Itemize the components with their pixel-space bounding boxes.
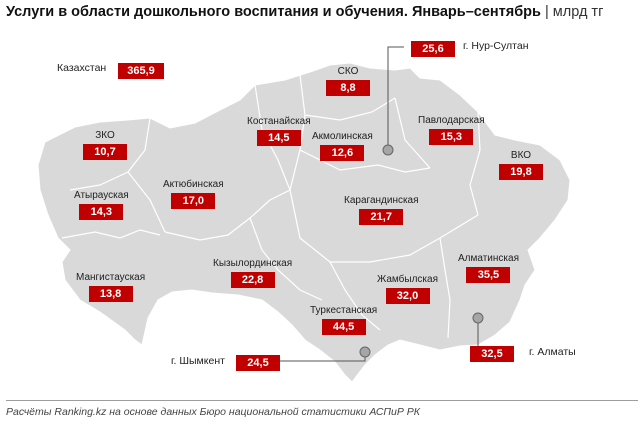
shymkent-marker xyxy=(359,346,371,358)
city-almaty-value-wrap: 32,5 xyxy=(470,344,514,362)
region-zhambyl-value: 32,0 xyxy=(385,288,430,304)
city-almaty-value: 32,5 xyxy=(470,346,514,362)
region-turkestan: Туркестанская 44,5 xyxy=(310,305,377,335)
region-karaganda: Карагандинская 21,7 xyxy=(344,195,419,225)
footer-divider xyxy=(6,400,638,401)
shymkent-leader xyxy=(278,356,366,362)
region-karaganda-value: 21,7 xyxy=(359,209,404,225)
region-pavlodar-name: Павлодарская xyxy=(418,115,485,126)
total-value: 365,9 xyxy=(118,63,164,79)
border-aktobe-kyzylorda xyxy=(164,189,291,241)
source-note: Расчёты Ranking.kz на основе данных Бюро… xyxy=(6,406,420,418)
region-vko-name: ВКО xyxy=(510,150,532,161)
total-label: Казахстан xyxy=(57,62,107,74)
region-kostanay-value: 14,5 xyxy=(256,130,301,146)
region-pavlodar: Павлодарская 15,3 xyxy=(418,115,485,145)
region-atyrau: Атырауская 14,3 xyxy=(74,190,129,220)
region-turkestan-name: Туркестанская xyxy=(310,305,378,316)
border-sko-akmola xyxy=(304,97,396,121)
region-zko-name: ЗКО xyxy=(95,130,115,141)
region-aktobe: Актюбинская 17,0 xyxy=(163,179,224,209)
region-akmola: Акмолинская 12,6 xyxy=(312,131,373,161)
region-karaganda-name: Карагандинская xyxy=(344,195,419,206)
region-almaty-value: 35,5 xyxy=(466,267,511,283)
border-pavlodar-west xyxy=(394,97,431,169)
city-nur-sultan-value-wrap: 25,6 xyxy=(411,39,455,57)
border-aktobe-west xyxy=(127,171,166,233)
region-vko-value: 19,8 xyxy=(499,164,543,180)
city-shymkent-name: г. Шымкент xyxy=(171,355,225,367)
region-akmola-value: 12,6 xyxy=(320,145,365,161)
region-zko: ЗКО 10,7 xyxy=(83,130,127,160)
region-atyrau-name: Атырауская xyxy=(74,190,129,201)
region-mangistau-value: 13,8 xyxy=(88,286,133,302)
border-atyrau-mangistau xyxy=(61,229,161,239)
border-zhambyl-almaty xyxy=(439,237,451,339)
region-pavlodar-value: 15,3 xyxy=(429,129,474,145)
region-sko: СКО 8,8 xyxy=(326,66,370,96)
city-nur-sultan-value: 25,6 xyxy=(411,41,455,57)
region-kostanay-name: Костанайская xyxy=(247,116,311,127)
border-akmola-karaganda xyxy=(299,149,431,173)
city-almaty-name: г. Алматы xyxy=(529,346,576,358)
region-aktobe-name: Актюбинская xyxy=(163,179,224,190)
region-kyzylorda-name: Кызылординская xyxy=(213,258,293,269)
border-kyzylorda-turkestan xyxy=(249,217,323,301)
region-kyzylorda: Кызылординская 22,8 xyxy=(213,258,292,288)
total-value-wrap: 365,9 xyxy=(118,61,164,79)
title-unit: млрд тг xyxy=(552,4,604,20)
region-kyzylorda-value: 22,8 xyxy=(230,272,275,288)
region-sko-name: СКО xyxy=(337,66,359,77)
region-zhambyl: Жамбылская 32,0 xyxy=(377,274,438,304)
title-separator: | xyxy=(544,4,549,20)
region-akmola-name: Акмолинская xyxy=(312,131,373,142)
city-nur-sultan-name: г. Нур-Султан xyxy=(463,40,529,52)
region-almaty: Алматинская 35,5 xyxy=(458,253,519,283)
region-zhambyl-name: Жамбылская xyxy=(377,274,438,285)
almaty-marker xyxy=(472,312,484,324)
region-mangistau: Мангистауская 13,8 xyxy=(76,272,145,302)
border-kostanay-akmola xyxy=(289,74,306,191)
region-vko: ВКО 19,8 xyxy=(499,150,543,180)
nur-sultan-leader xyxy=(387,46,404,148)
region-turkestan-value: 44,5 xyxy=(321,319,366,335)
title-main: Услуги в области дошкольного воспитания … xyxy=(6,4,541,20)
region-sko-value: 8,8 xyxy=(326,80,370,96)
region-zko-value: 10,7 xyxy=(83,144,127,160)
city-shymkent-value: 24,5 xyxy=(236,355,280,371)
nur-sultan-marker xyxy=(382,144,394,156)
region-mangistau-name: Мангистауская xyxy=(76,272,146,283)
region-borders xyxy=(61,74,481,339)
region-atyrau-value: 14,3 xyxy=(79,204,124,220)
region-aktobe-value: 17,0 xyxy=(171,193,216,209)
chart-title: Услуги в области дошкольного воспитания … xyxy=(6,4,603,20)
city-shymkent-value-wrap: 24,5 xyxy=(236,353,280,371)
region-kostanay: Костанайская 14,5 xyxy=(247,116,311,146)
border-turkestan-zhambyl xyxy=(329,261,381,331)
region-almaty-name: Алматинская xyxy=(458,253,519,264)
border-pavlodar-vko xyxy=(469,111,481,216)
